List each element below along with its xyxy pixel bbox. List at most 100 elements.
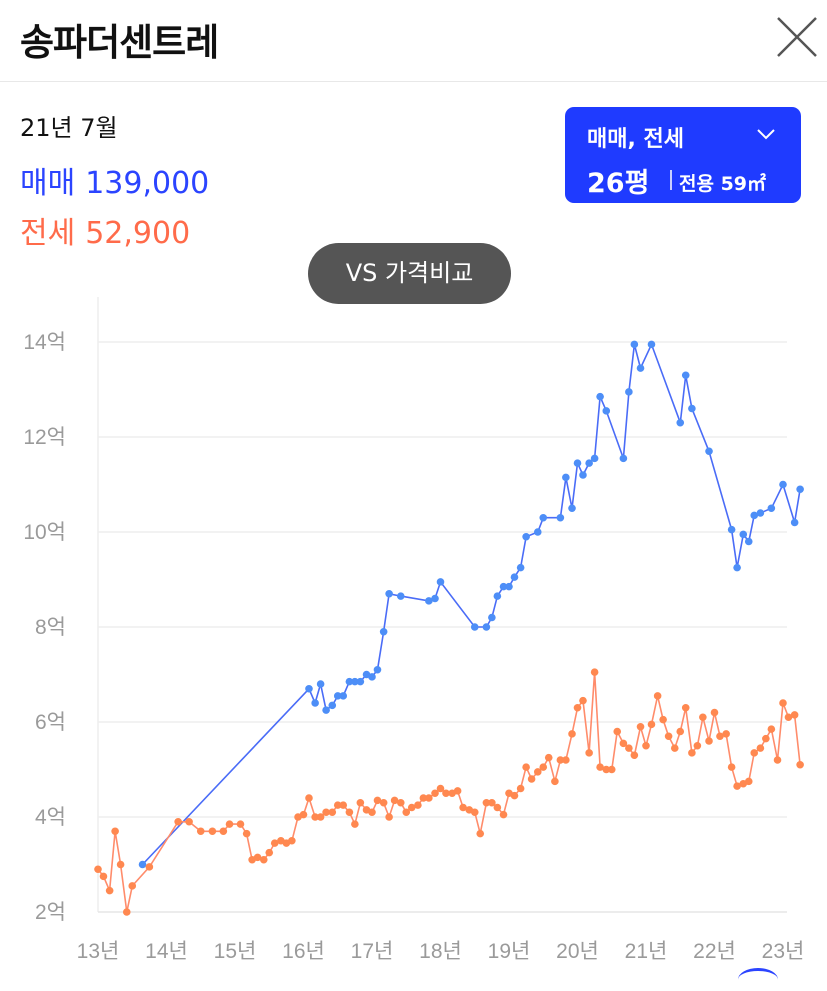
rent-data-point (373, 796, 382, 805)
rent-data-point (590, 668, 599, 676)
sale-data-point (636, 364, 645, 372)
rent-data-point (453, 787, 462, 795)
type-size-selector-button[interactable]: 매매, 전세 26평 전용 59㎡ (565, 107, 801, 203)
rent-data-point (533, 768, 542, 776)
rent-data-point (145, 863, 154, 871)
rent-price: 전세 52,900 (20, 208, 190, 252)
rent-data-point (219, 827, 228, 836)
rent-data-point (322, 808, 330, 817)
y-tick-label: 12억 (23, 426, 66, 449)
sale-data-point (431, 594, 439, 603)
rent-data-point (510, 791, 519, 800)
rent-data-point (659, 715, 667, 724)
rent-data-point (436, 784, 445, 793)
sale-data-point (333, 692, 342, 700)
rent-data-point (716, 732, 724, 741)
rent-data-point (105, 886, 114, 895)
rent-data-point (636, 722, 645, 731)
rent-data-point (733, 782, 741, 790)
rent-data-point (174, 817, 182, 826)
sale-data-point (779, 480, 787, 489)
sale-data-point (339, 692, 348, 700)
rent-data-point (784, 713, 793, 722)
rent-label: 전세 (20, 216, 76, 251)
rent-data-point (551, 777, 559, 786)
rent-data-point (625, 744, 633, 752)
x-tick-label: 23년 (762, 940, 805, 963)
rent-data-point (767, 725, 776, 733)
x-tick-label: 13년 (77, 940, 120, 963)
rent-data-point (316, 813, 325, 821)
rent-data-point (259, 855, 268, 864)
sale-data-point (533, 528, 542, 536)
rent-data-point (476, 829, 485, 838)
trade-type-label: 매매, 전세 (587, 127, 684, 152)
rent-data-point (425, 794, 433, 802)
header: 송파더센트레 (0, 0, 827, 82)
sale-data-point (356, 677, 365, 686)
sale-data-point (396, 592, 405, 600)
sale-data-point (373, 665, 382, 674)
rent-data-point (750, 749, 759, 757)
sale-data-point (630, 340, 639, 349)
compare-button[interactable]: VS 가격비교 (308, 243, 511, 304)
rent-data-point (522, 763, 530, 771)
close-icon[interactable] (774, 14, 820, 60)
rent-data-point (385, 813, 393, 821)
rent-data-point (647, 720, 656, 729)
rent-data-point (693, 741, 702, 750)
rent-data-point (459, 803, 467, 812)
sale-data-point (311, 699, 319, 707)
sale-data-point (316, 680, 325, 688)
rent-data-point (699, 713, 707, 722)
rent-data-point (596, 763, 604, 771)
rent-data-point (556, 756, 565, 764)
rent-data-point (773, 756, 782, 764)
sale-data-point (385, 589, 393, 598)
rent-data-point (762, 734, 770, 743)
rent-data-point (499, 810, 508, 819)
scroll-indicator (738, 968, 778, 991)
selected-date: 21년 7월 (20, 114, 118, 142)
page-title: 송파더센트레 (20, 21, 219, 64)
sale-data-point (619, 454, 628, 463)
rent-data-point (705, 737, 713, 745)
rent-data-point (94, 865, 102, 874)
x-tick-label: 21년 (625, 940, 668, 963)
rent-data-point (779, 699, 787, 707)
x-tick-label: 19년 (488, 940, 531, 963)
rent-data-point (208, 827, 217, 836)
rent-data-point (579, 696, 587, 705)
rent-data-point (116, 860, 125, 869)
rent-data-point (710, 708, 719, 717)
rent-data-point (111, 827, 119, 836)
rent-data-point (414, 801, 422, 809)
sale-data-point (138, 860, 147, 869)
rent-data-point (305, 794, 313, 802)
sale-data-point (505, 582, 513, 591)
sale-data-point (705, 447, 713, 456)
sale-data-point (493, 592, 502, 600)
rent-data-point (796, 760, 804, 769)
sale-label: 매매 (20, 166, 76, 201)
rent-data-point (196, 827, 205, 836)
y-tick-label: 10억 (23, 521, 66, 544)
y-tick-label: 8억 (35, 616, 66, 639)
rent-data-point (568, 730, 576, 738)
rent-data-point (630, 751, 639, 760)
rent-data-point (122, 908, 131, 916)
rent-data-point (681, 703, 690, 712)
rent-data-point (407, 803, 416, 812)
sale-series-line (141, 342, 801, 866)
rent-data-point (756, 744, 765, 752)
rent-data-point (602, 765, 611, 774)
sale-value: 139,000 (85, 166, 210, 201)
rent-data-point (642, 741, 650, 750)
sale-data-point (681, 371, 690, 380)
sale-data-point (744, 537, 753, 546)
rent-data-point (236, 820, 245, 828)
sale-data-point (322, 706, 330, 714)
sale-data-point (499, 582, 508, 591)
rent-data-point (613, 727, 622, 736)
sale-data-point (568, 504, 576, 513)
